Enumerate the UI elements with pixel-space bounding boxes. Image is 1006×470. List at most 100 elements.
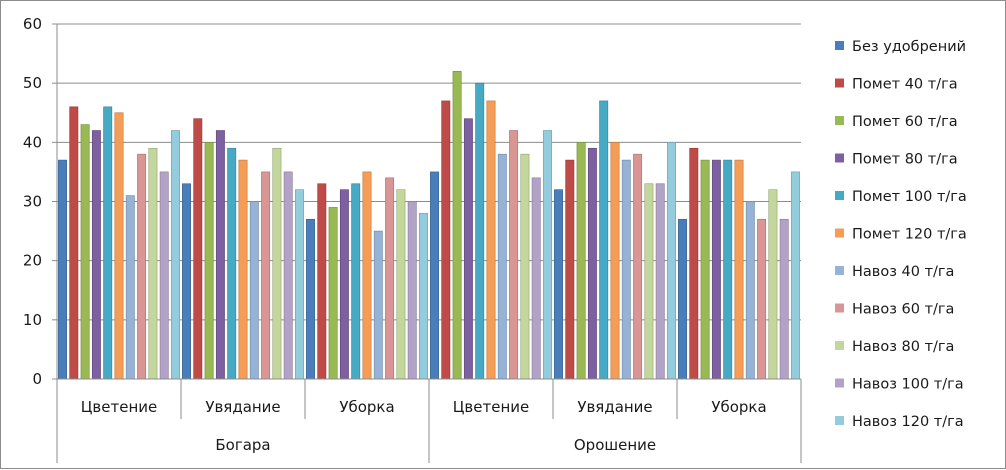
bar <box>385 177 395 380</box>
bar <box>171 130 180 380</box>
x-category-label: Увядание <box>205 398 280 416</box>
legend-label: Навоз 60 т/га <box>852 302 954 318</box>
y-tick-label: 50 <box>23 74 42 92</box>
bar <box>711 159 721 380</box>
bar <box>757 218 767 380</box>
legend-label: Навоз 120 т/га <box>852 414 964 430</box>
bar <box>317 183 327 380</box>
bar <box>159 171 169 380</box>
bar <box>599 100 609 380</box>
bar <box>227 147 237 380</box>
legend-swatch <box>835 266 844 275</box>
legend-swatch <box>835 153 844 163</box>
bar <box>419 213 428 380</box>
bar <box>531 177 541 380</box>
legend-label: Помет 120 т/га <box>852 227 967 243</box>
y-tick-label: 10 <box>23 311 42 329</box>
bar <box>69 106 79 380</box>
bar <box>58 159 67 380</box>
bar <box>723 159 733 380</box>
legend-label: Помет 40 т/га <box>852 77 958 93</box>
legend-label: Навоз 40 т/га <box>852 264 954 280</box>
legend-swatch <box>835 41 844 50</box>
bar <box>114 112 124 380</box>
bar <box>486 100 496 380</box>
x-category-label: Уборка <box>339 398 394 416</box>
legend-swatch <box>835 228 844 238</box>
legend-label: Помет 60 т/га <box>852 114 958 130</box>
bar <box>396 189 406 380</box>
legend-swatch <box>835 416 844 425</box>
legend: Без удобрений Помет 40 т/га Помет 60 т/га П… <box>835 39 967 430</box>
bar <box>80 124 90 380</box>
bar <box>339 189 349 380</box>
bar <box>633 153 643 380</box>
bar <box>261 171 271 380</box>
x-category-label: Увядание <box>577 398 652 416</box>
legend-label: Помет 80 т/га <box>852 152 958 168</box>
y-tick-label: 40 <box>23 133 42 151</box>
bar <box>249 201 259 380</box>
bar <box>193 118 203 380</box>
bar <box>554 189 563 380</box>
bar <box>497 153 507 380</box>
bar <box>91 130 101 380</box>
bar <box>182 183 191 380</box>
axes: 0 10 20 30 40 50 60 Цветение Увядание Уборка Цвете… <box>23 15 802 463</box>
bar <box>238 159 248 380</box>
bar <box>610 142 620 380</box>
bar <box>373 230 383 380</box>
bar <box>655 183 665 380</box>
gridlines <box>57 23 801 321</box>
bar <box>430 171 439 380</box>
legend-label: Помет 100 т/га <box>852 189 967 205</box>
bar <box>137 153 147 380</box>
bar <box>520 153 530 380</box>
legend-swatch <box>835 341 844 350</box>
bar <box>791 171 800 380</box>
bar <box>475 82 485 380</box>
y-tick-label: 20 <box>23 252 42 270</box>
bar <box>463 118 473 380</box>
bar <box>576 142 586 380</box>
bar <box>283 171 293 380</box>
x-category-label: Уборка <box>711 398 766 416</box>
bar <box>779 218 789 380</box>
legend-label: Навоз 100 т/га <box>852 377 964 393</box>
legend-label: Навоз 80 т/га <box>852 339 954 355</box>
y-tick-label: 30 <box>23 193 42 211</box>
legend-swatch <box>835 378 844 388</box>
bar <box>441 100 451 380</box>
bar <box>734 159 744 380</box>
bar <box>768 189 778 380</box>
bar <box>328 207 338 380</box>
legend-swatch <box>835 303 844 313</box>
bar <box>215 130 225 380</box>
bar <box>204 142 214 380</box>
bar <box>351 183 361 380</box>
bar <box>272 147 282 380</box>
x-category-label: Цветение <box>81 398 157 416</box>
bar <box>700 159 710 380</box>
bar <box>543 130 552 380</box>
bar <box>689 147 699 380</box>
bar <box>125 195 135 380</box>
legend-label: Без удобрений <box>852 39 966 55</box>
bar <box>621 159 631 380</box>
bar <box>644 183 654 380</box>
bar <box>362 171 372 380</box>
bar <box>678 218 687 380</box>
legend-swatch <box>835 116 844 125</box>
bars <box>58 71 800 380</box>
x-category-label: Цветение <box>453 398 529 416</box>
bar <box>407 201 417 380</box>
bar <box>148 147 158 380</box>
bar <box>745 201 755 380</box>
bar <box>295 189 304 380</box>
bar <box>587 147 597 380</box>
y-tick-label: 60 <box>23 15 42 33</box>
bar <box>103 106 113 380</box>
x-group-label: Богара <box>215 436 270 454</box>
